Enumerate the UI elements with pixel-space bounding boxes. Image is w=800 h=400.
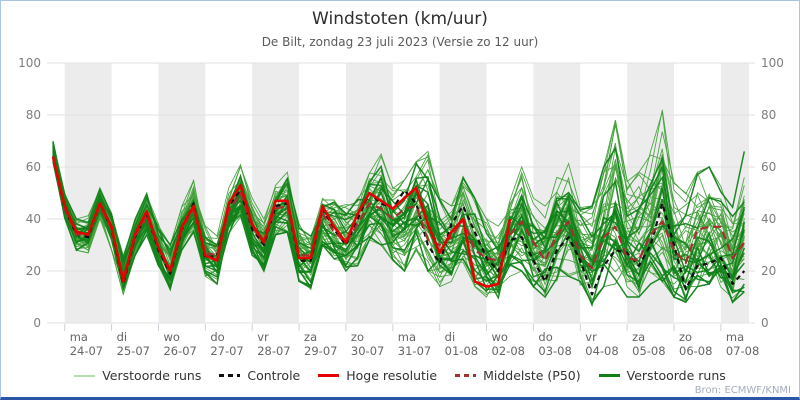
y-tick-label-right: 40 [761, 212, 776, 226]
controle-swatch [219, 374, 241, 377]
y-tick-label-right: 80 [761, 108, 776, 122]
legend-item-hoge-resolutie: Hoge resolutie [318, 368, 437, 383]
y-tick-label-left: 80 [26, 108, 41, 122]
x-tick-day: ma [398, 330, 416, 344]
x-tick-day: wo [163, 330, 179, 344]
legend-label: Hoge resolutie [346, 368, 438, 383]
p50-line [51, 156, 746, 280]
x-tick-date: 25-07 [117, 344, 150, 358]
ensemble-member-dark-line [52, 151, 745, 304]
x-tick-date: 24-07 [70, 344, 103, 358]
x-tick-day: za [632, 330, 645, 344]
x-tick-date: 28-07 [257, 344, 290, 358]
legend-label: Verstoorde runs [626, 368, 726, 383]
legend-label: Middelste (P50) [483, 368, 581, 383]
x-tick-day: do [210, 330, 224, 344]
y-tick-label-right: 60 [761, 160, 776, 174]
ensemble-member-line [52, 145, 745, 292]
chart-title: Windstoten (km/uur) [312, 9, 488, 29]
ensemble-member-dark-line [52, 153, 745, 308]
verstoorde-runs-dark-swatch [598, 374, 620, 377]
legend-item-verstoorde-runs-light: Verstoorde runs [74, 368, 201, 383]
ensemble-member-dark-line [52, 154, 745, 299]
ensemble-member-dark-line [52, 159, 746, 300]
day-band [252, 63, 300, 323]
y-tick-label-left: 0 [33, 316, 41, 330]
legend-item-verstoorde-runs-dark: Verstoorde runs [598, 368, 726, 383]
x-tick-date: 31-07 [398, 344, 431, 358]
x-tick-date: 02-08 [492, 344, 525, 358]
x-tick-day: di [445, 330, 456, 344]
x-tick-date: 26-07 [163, 344, 196, 358]
x-tick-date: 07-08 [726, 344, 759, 358]
ensemble-member-line [52, 120, 745, 275]
y-tick-label-left: 100 [18, 56, 41, 70]
ensemble-member-dark-line [52, 146, 746, 274]
legend-label: Verstoorde runs [102, 368, 202, 383]
x-tick-day: ma [70, 330, 88, 344]
day-band [64, 63, 112, 323]
x-tick-day: do [538, 330, 552, 344]
x-tick-day: ma [726, 330, 744, 344]
x-tick-date: 30-07 [351, 344, 384, 358]
x-tick-date: 04-08 [585, 344, 618, 358]
legend: Verstoorde runs Controle Hoge resolutie … [1, 368, 799, 383]
x-tick-day: di [117, 330, 128, 344]
y-tick-label-left: 40 [26, 212, 41, 226]
hoge-resolutie-swatch [318, 374, 340, 377]
x-tick-date: 27-07 [210, 344, 243, 358]
y-tick-label-right: 0 [761, 316, 769, 330]
middelste-p50-swatch [455, 374, 477, 377]
y-tick-label-left: 20 [26, 264, 41, 278]
x-tick-date: 01-08 [445, 344, 478, 358]
control-line [51, 156, 746, 296]
x-tick-day: zo [351, 330, 364, 344]
y-tick-label-right: 100 [761, 56, 784, 70]
x-tick-day: wo [492, 330, 508, 344]
x-tick-day: vr [257, 330, 269, 344]
x-tick-date: 29-07 [304, 344, 337, 358]
x-tick-day: zo [679, 330, 692, 344]
day-band [158, 63, 206, 323]
y-tick-label-left: 60 [26, 160, 41, 174]
y-tick-label-right: 20 [761, 264, 776, 278]
x-tick-day: za [304, 330, 317, 344]
legend-label: Controle [247, 368, 301, 383]
chart-subtitle: De Bilt, zondag 23 juli 2023 (Versie zo … [261, 35, 539, 49]
legend-item-middelste-p50: Middelste (P50) [455, 368, 581, 383]
source-credit: Bron: ECMWF/KNMI [694, 385, 791, 396]
verstoorde-runs-light-swatch [74, 374, 96, 377]
x-tick-date: 06-08 [679, 344, 712, 358]
ensemble-member-line [52, 146, 745, 290]
x-tick-day: vr [585, 330, 597, 344]
legend-item-controle: Controle [219, 368, 300, 383]
hres-line [51, 156, 512, 288]
x-tick-date: 05-08 [632, 344, 665, 358]
x-tick-date: 03-08 [538, 344, 571, 358]
